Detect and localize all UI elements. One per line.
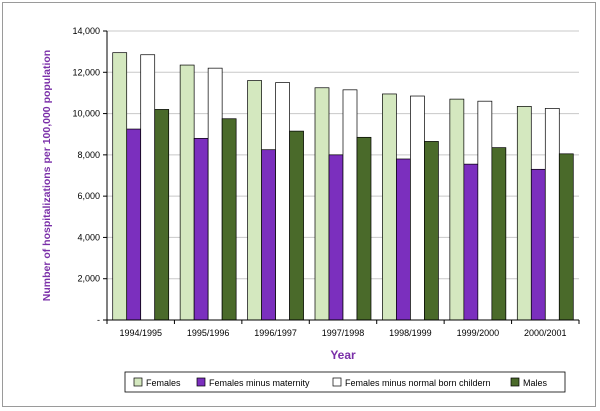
x-tick-label: 1997/1998 (322, 328, 365, 338)
x-tick-label: 1996/1997 (254, 328, 297, 338)
y-tick-label: 10,000 (72, 109, 100, 119)
bar-females-minus-maternity-2000-2001 (530, 168, 546, 321)
bar-males-1999-2000 (491, 147, 507, 321)
y-tick-label: 8,000 (77, 150, 100, 160)
x-tick-label: 1998/1999 (389, 328, 432, 338)
legend-label-males: Males (523, 378, 548, 388)
legend: Females Females minus maternity Females mi… (124, 371, 566, 393)
bar-females-minus-normal-born-childern-1996-1997 (275, 82, 290, 321)
bar-females-minus-maternity-1994-1995 (126, 128, 142, 321)
bar-males-1996-1997 (289, 130, 304, 321)
y-tick-label: 6,000 (77, 191, 100, 201)
bar-females-1999-2000 (449, 98, 465, 321)
legend-label-females: Females (146, 378, 181, 388)
y-tick-label: 2,000 (77, 274, 100, 284)
y-tick-label: 14,000 (72, 26, 100, 36)
bar-females-1995-1996 (179, 64, 195, 321)
y-tick-label: - (97, 315, 100, 325)
bar-females-minus-normal-born-childern-1994-1995 (140, 54, 156, 321)
bar-females-minus-maternity-1997-1998 (328, 154, 344, 321)
bar-females-minus-normal-born-childern-1995-1996 (207, 67, 223, 321)
bar-females-minus-normal-born-childern-1998-1999 (410, 95, 425, 321)
bar-males-1994-1995 (154, 109, 170, 321)
bar-females-1997-1998 (314, 87, 330, 321)
legend-swatch-males (510, 377, 520, 387)
x-tick-label: 2000/2001 (524, 328, 567, 338)
x-tick-label: 1999/2000 (457, 328, 500, 338)
bar-females-minus-maternity-1995-1996 (193, 137, 209, 321)
bar-females-minus-normal-born-childern-1999-2000 (477, 100, 493, 321)
bar-females-minus-normal-born-childern-1997-1998 (342, 89, 358, 321)
bar-males-1997-1998 (356, 136, 372, 321)
y-tick-label: 4,000 (77, 232, 100, 242)
bar-females-minus-normal-born-childern-2000-2001 (544, 108, 560, 321)
legend-label-females-minus-normal-born-childern: Females minus normal born childern (345, 378, 491, 388)
bar-females-1996-1997 (247, 80, 262, 321)
bars (112, 52, 574, 321)
y-axis-title: Number of hospitalizations per 100,000 p… (41, 50, 53, 301)
x-tick-labels: 1994/1995 1995/1996 1996/1997 1997/1998 1998… (119, 328, 566, 338)
legend-swatch-females (133, 377, 143, 387)
x-tick-label: 1994/1995 (119, 328, 162, 338)
legend-swatch-females-minus-normal-born-childern (332, 377, 342, 387)
axes (103, 30, 580, 324)
bar-chart: -2,0004,0006,0008,00010,00012,00014,000 … (41, 26, 580, 393)
bar-females-1994-1995 (112, 52, 128, 321)
bar-females-1998-1999 (382, 93, 397, 321)
bar-females-2000-2001 (516, 105, 532, 321)
chart-frame: -2,000 4,000 6,000 8,000 10,000 12,000 14,000 … (2, 2, 596, 407)
y-tick-label: 12,000 (72, 67, 100, 77)
bar-females-minus-maternity-1996-1997 (261, 149, 276, 321)
legend-box (124, 371, 566, 393)
bar-females-minus-maternity-1998-1999 (396, 158, 411, 321)
bar-females-minus-maternity-1999-2000 (463, 163, 479, 321)
bar-males-1998-1999 (424, 141, 439, 321)
legend-swatch-females-minus-maternity (196, 377, 206, 387)
x-tick-label: 1995/1996 (187, 328, 230, 338)
bar-males-2000-2001 (558, 153, 574, 321)
bar-males-1995-1996 (221, 118, 237, 321)
y-tick-labels: - 2,000 4,000 6,000 8,000 10,000 12,000 14,000 (72, 26, 100, 325)
x-axis-title: Year (330, 348, 356, 362)
legend-label-females-minus-maternity: Females minus maternity (209, 378, 310, 388)
